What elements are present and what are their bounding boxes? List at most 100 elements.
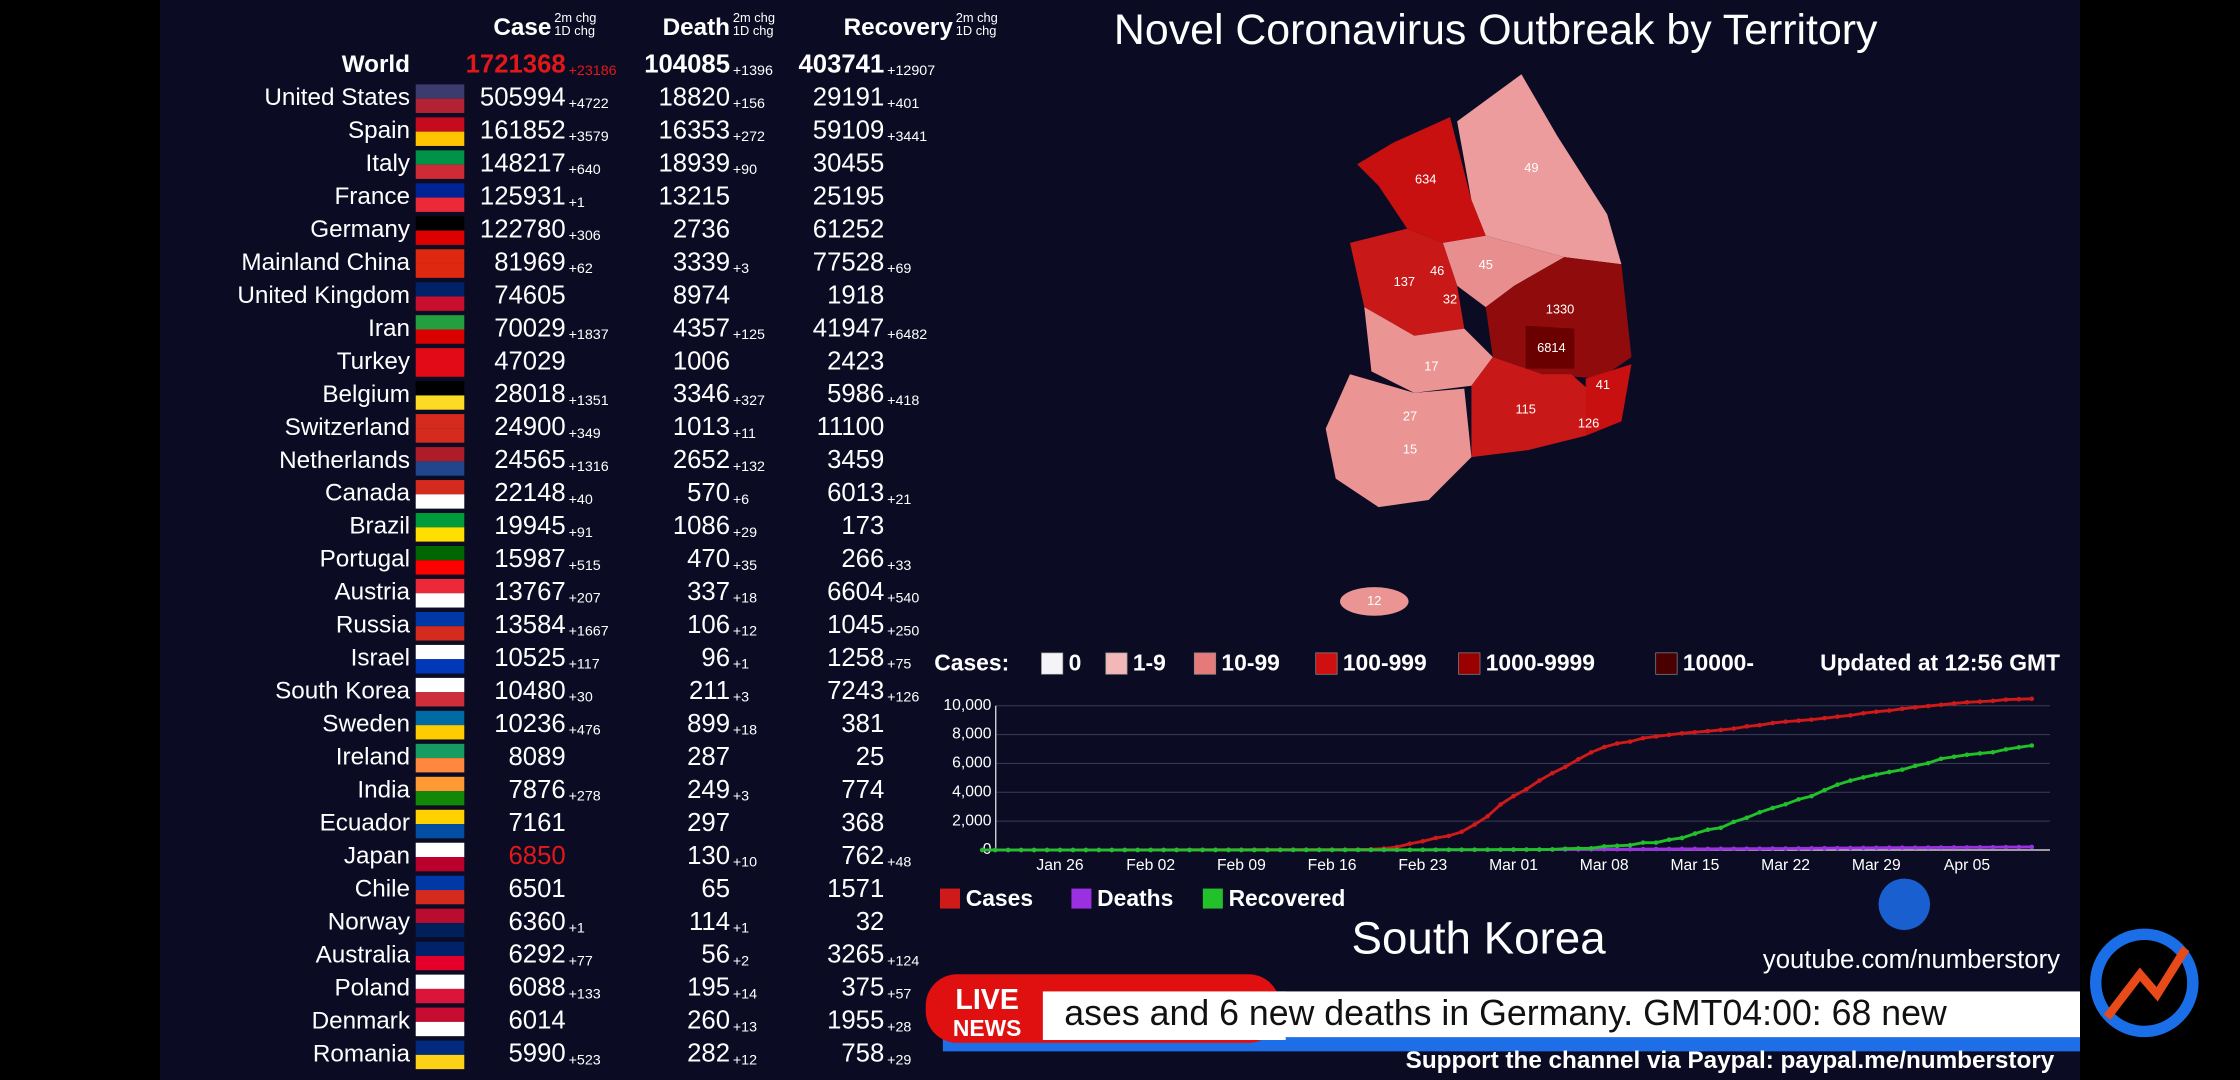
cell-change: +3 — [733, 789, 749, 805]
series-point — [1692, 831, 1698, 836]
series-point — [1718, 846, 1724, 852]
cell-number: 11100 — [817, 413, 885, 441]
series-point — [1770, 805, 1775, 811]
country-name: Germany — [310, 216, 411, 243]
region — [1457, 74, 1622, 265]
series-point — [1835, 782, 1840, 787]
country-name: Norway — [328, 908, 411, 935]
map-legend-swatch — [1458, 652, 1481, 675]
series-point — [1161, 847, 1166, 853]
flag — [415, 758, 465, 773]
series-point — [1848, 713, 1853, 718]
series-point — [1070, 847, 1076, 853]
map-legend-label: 10-99 — [1221, 649, 1279, 675]
y-tick-label: 2,000 — [952, 812, 992, 829]
series-point — [1899, 706, 1905, 712]
flag — [415, 875, 465, 890]
cell-number: 161852 — [480, 116, 566, 144]
country-name: France — [334, 183, 410, 210]
series-point — [1524, 847, 1529, 852]
series-point — [1563, 764, 1568, 770]
cell-change: +23186 — [569, 63, 617, 79]
cell-number: 70029 — [494, 314, 565, 342]
cell-change: +3 — [733, 261, 749, 277]
cell-number: 260 — [687, 1007, 730, 1035]
column-header: Case — [493, 14, 551, 41]
series-point — [1874, 845, 1879, 851]
map-label: 137 — [1394, 274, 1415, 289]
map-legend-label: 100-999 — [1343, 649, 1427, 675]
cell-number: 5990 — [509, 1040, 566, 1068]
series-point — [1018, 847, 1024, 853]
country-name: United Kingdom — [237, 282, 410, 309]
cell-number: 8974 — [673, 281, 730, 309]
cell-number: 25 — [856, 743, 885, 771]
series-point — [1809, 717, 1814, 722]
cell-number: 6088 — [509, 974, 566, 1002]
cell-number: 173 — [841, 512, 884, 540]
legend-label: Cases — [966, 885, 1033, 911]
cell-change: +1 — [733, 920, 749, 936]
cell-number: 3346 — [673, 380, 730, 408]
series-point — [1848, 778, 1853, 783]
series-point — [1705, 728, 1711, 734]
updated-time: Updated at 12:56 GMT — [1820, 649, 2060, 675]
series-point — [1588, 846, 1594, 851]
map-label: 6814 — [1537, 340, 1566, 355]
series-point — [1718, 727, 1724, 733]
map-label: 126 — [1578, 416, 1599, 431]
region — [1442, 235, 1565, 308]
flag — [415, 414, 465, 429]
region — [1364, 307, 1493, 393]
country-name: South Korea — [275, 678, 410, 705]
series-point — [1627, 846, 1633, 852]
x-tick-label: Jan 26 — [1036, 857, 1083, 874]
flag — [415, 1040, 465, 1055]
series-point — [1757, 810, 1762, 815]
series-point — [1005, 847, 1011, 853]
map-legend-label: 1000-9999 — [1486, 649, 1595, 675]
country-name: Sweden — [322, 711, 410, 738]
series-point — [1472, 847, 1477, 852]
cell-change: +306 — [569, 228, 601, 244]
cell-change: +40 — [569, 492, 593, 508]
series-point — [1938, 845, 1944, 850]
cell-change: +1 — [569, 195, 585, 211]
cell-change: +57 — [887, 986, 911, 1002]
country-name: Portugal — [320, 546, 410, 573]
cell-number: 24900 — [494, 413, 565, 441]
cell-number: 403741 — [799, 51, 885, 79]
x-tick-label: Apr 05 — [1944, 857, 1991, 874]
series-point — [1705, 846, 1711, 852]
country-name: Italy — [365, 150, 410, 177]
flag — [415, 776, 465, 792]
cell-number: 6850 — [509, 842, 566, 870]
series-point — [1537, 778, 1542, 783]
series-point — [1511, 847, 1516, 852]
country-name: Denmark — [312, 1007, 411, 1034]
series-point — [1912, 845, 1918, 850]
series-point — [1874, 709, 1879, 715]
cell-change: +3441 — [887, 129, 927, 145]
cell-number: 2423 — [827, 347, 884, 375]
cell-number: 211 — [689, 677, 730, 705]
series-point — [1485, 847, 1490, 852]
series-point — [1252, 847, 1257, 853]
country-name: Brazil — [349, 513, 410, 540]
series-point — [1213, 847, 1218, 853]
column-subheader: 1D chg — [956, 23, 997, 38]
flag — [415, 546, 465, 561]
series-point — [1537, 847, 1542, 852]
cell-change: +11 — [733, 426, 756, 442]
flag — [415, 1021, 465, 1037]
cell-number: 114 — [689, 908, 730, 936]
series-point — [1990, 698, 1996, 704]
series-point — [1355, 847, 1361, 853]
legend-label: Recovered — [1229, 885, 1346, 911]
cell-number: 266 — [841, 545, 884, 573]
support-text: Support the channel via Paypal: paypal.m… — [1406, 1047, 2055, 1074]
cell-change: +90 — [733, 162, 757, 178]
cell-change: +349 — [569, 426, 601, 442]
series-point — [1614, 741, 1620, 746]
